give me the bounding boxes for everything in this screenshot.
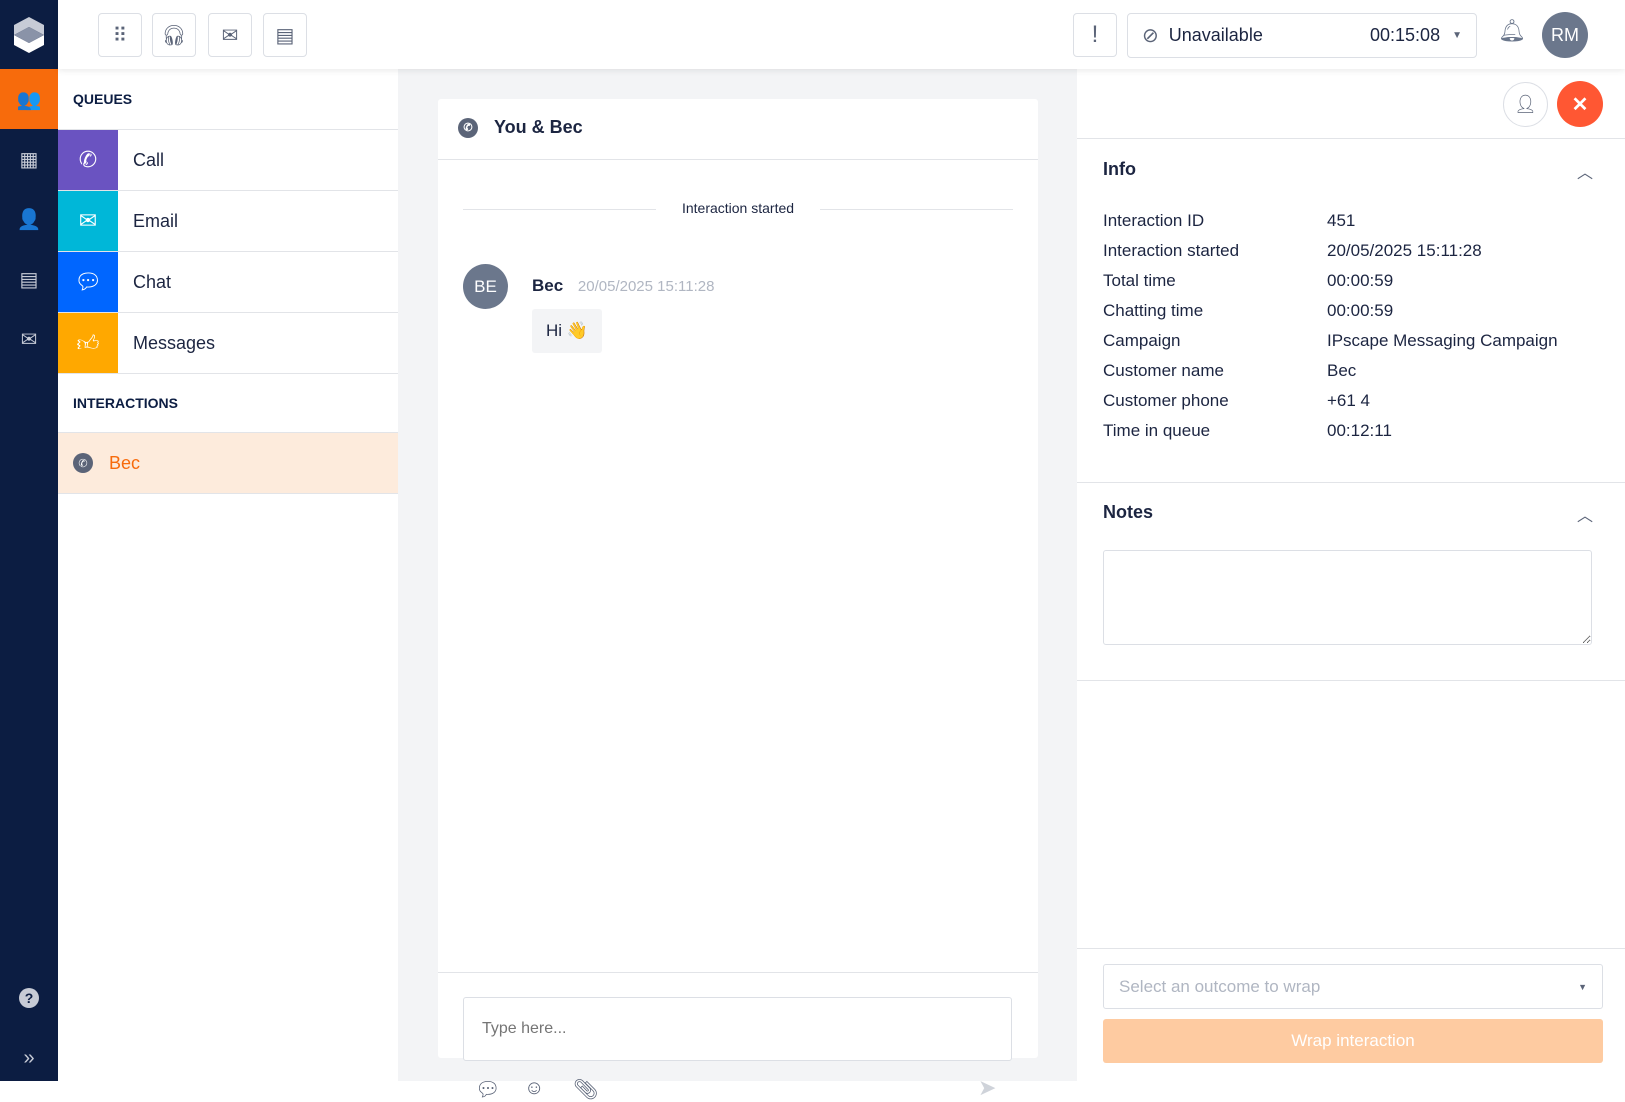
contacts-book-icon: ▤	[275, 24, 295, 47]
info-label: Chatting time	[1103, 301, 1204, 320]
queues-icon: 👥	[16, 88, 42, 111]
interaction-item-bec[interactable]: ✆ Bec	[58, 433, 398, 494]
queue-email[interactable]: ✉ Email	[58, 191, 398, 252]
interactions-header: INTERACTIONS	[58, 374, 398, 433]
app-logo	[0, 0, 58, 69]
rail-calendar[interactable]: ▦	[0, 129, 58, 189]
caret-down-icon: ▼	[1452, 30, 1462, 41]
agent-callback-icon: 👤	[16, 208, 42, 231]
alert-button[interactable]: !	[1073, 13, 1117, 57]
wrap-interaction-button[interactable]: Wrap interaction	[1103, 1019, 1603, 1063]
message-input[interactable]	[463, 997, 1012, 1061]
queue-call[interactable]: ✆ Call	[58, 130, 398, 191]
emoji-icon[interactable]: ☺	[524, 1077, 545, 1099]
divider-line	[820, 209, 1013, 210]
info-label: Customer phone	[1103, 391, 1229, 410]
info-value: IPscape Messaging Campaign	[1327, 331, 1558, 350]
dialpad-button[interactable]: ⠿	[98, 13, 142, 57]
info-label: Campaign	[1103, 331, 1181, 350]
info-label: Total time	[1103, 271, 1176, 290]
chat-icon: 💬︎	[58, 252, 118, 312]
chevron-up-icon[interactable]: ︿	[1577, 165, 1594, 182]
close-icon: ✕	[1571, 93, 1589, 116]
email-icon: ✉	[20, 328, 38, 351]
help-icon: ?	[19, 988, 39, 1008]
info-label: Interaction ID	[1103, 211, 1205, 230]
divider-line	[463, 209, 656, 210]
info-value: 20/05/2025 15:11:28	[1327, 241, 1482, 260]
expand-icon: »	[23, 1046, 35, 1069]
notes-textarea[interactable]	[1103, 550, 1592, 645]
info-label: Time in queue	[1103, 421, 1211, 440]
rail-email[interactable]: ✉	[0, 309, 58, 369]
notes-title: Notes	[1103, 502, 1154, 522]
info-row: Total time 00:00:59	[1103, 271, 1393, 291]
status-dropdown[interactable]: ⊘ Unavailable 00:15:08 ▼	[1127, 13, 1477, 58]
send-icon[interactable]: ➤	[978, 1075, 997, 1100]
info-row: Interaction started 20/05/2025 15:11:28	[1103, 241, 1482, 261]
queues-header: QUEUES	[58, 69, 398, 130]
transfer-button[interactable]: 👤︎	[1503, 82, 1548, 127]
info-value: Bec	[1327, 361, 1357, 380]
dialpad-icon: ⠿	[112, 24, 128, 47]
info-title: Info	[1103, 159, 1136, 179]
info-label: Interaction started	[1103, 241, 1240, 260]
customer-avatar: BE	[463, 264, 508, 309]
message-bubble: Hi 👋	[532, 309, 602, 353]
info-value: 451	[1327, 211, 1356, 230]
queue-messages[interactable]: 👍︎ Messages	[58, 313, 398, 374]
bell-icon: 🔔︎	[1498, 18, 1526, 43]
info-row: Interaction ID 451	[1103, 211, 1355, 231]
interaction-started-label: Interaction started	[681, 200, 795, 216]
email-icon: ✉	[221, 24, 239, 47]
message-meta: Bec 20/05/2025 15:11:28	[532, 276, 715, 295]
details-panel: 👤︎ ✕ Info ︿ Interaction ID 451 Interaction…	[1077, 69, 1625, 1081]
info-label: Customer name	[1103, 361, 1224, 380]
nav-rail: 👥 ▦ 👤 ▤ ✉ ? »	[0, 0, 58, 1081]
whatsapp-icon: ✆	[73, 453, 93, 473]
caret-down-icon: ▼	[1578, 981, 1587, 992]
info-row: Customer phone +61 4	[1103, 391, 1370, 411]
info-row: Time in queue 00:12:11	[1103, 421, 1392, 441]
phone-icon: ✆	[58, 130, 118, 190]
outcome-select[interactable]: Select an outcome to wrap ▼	[1103, 964, 1603, 1009]
whatsapp-icon: ✆	[458, 117, 478, 138]
unavailable-icon: ⊘	[1142, 25, 1159, 47]
top-bar: ⠿ 🎧︎ ✉ ▤ ! ⊘ Unavailable 00:15:08 ▼ 🔔︎ R…	[58, 0, 1625, 69]
info-row: Customer name Bec	[1103, 361, 1356, 381]
expand-button[interactable]: »	[0, 1028, 58, 1088]
info-row: Campaign IPscape Messaging Campaign	[1103, 331, 1558, 351]
queues-panel: QUEUES ✆ Call ✉ Email 💬︎ Chat 👍︎ Messages IN…	[58, 69, 398, 1081]
help-button[interactable]: ?	[0, 968, 58, 1028]
thumbs-up-icon: 👍︎	[58, 313, 118, 373]
chat-header: ✆ You & Bec	[458, 117, 583, 138]
email-button[interactable]: ✉	[208, 13, 252, 57]
notifications-button[interactable]: 🔔︎	[1498, 18, 1526, 44]
rail-queues[interactable]: 👥	[0, 69, 58, 129]
headset-icon: 🎧︎	[161, 24, 187, 47]
rail-callback[interactable]: 👤	[0, 189, 58, 249]
transfer-user-icon: 👤︎	[1514, 94, 1537, 114]
headset-button[interactable]: 🎧︎	[152, 13, 196, 57]
email-icon: ✉	[58, 191, 118, 251]
contacts-button[interactable]: ▤	[263, 13, 307, 57]
info-value: +61 4	[1327, 391, 1371, 410]
chevron-up-icon[interactable]: ︿	[1577, 508, 1594, 525]
info-value: 00:00:59	[1327, 271, 1394, 290]
info-value: 00:00:59	[1327, 301, 1394, 320]
info-row: Chatting time 00:00:59	[1103, 301, 1393, 321]
chat-area: ✆ You & Bec Interaction started BE Bec 2…	[398, 69, 1077, 1101]
rail-messages[interactable]: ▤	[0, 249, 58, 309]
user-avatar[interactable]: RM	[1542, 12, 1588, 58]
calendar-icon: ▦	[19, 148, 39, 171]
messages-icon: ▤	[19, 268, 39, 291]
end-interaction-button[interactable]: ✕	[1557, 81, 1603, 127]
chat-card: ✆ You & Bec Interaction started BE Bec 2…	[438, 99, 1038, 1101]
queue-chat[interactable]: 💬︎ Chat	[58, 252, 398, 313]
info-value: 00:12:11	[1327, 421, 1392, 440]
